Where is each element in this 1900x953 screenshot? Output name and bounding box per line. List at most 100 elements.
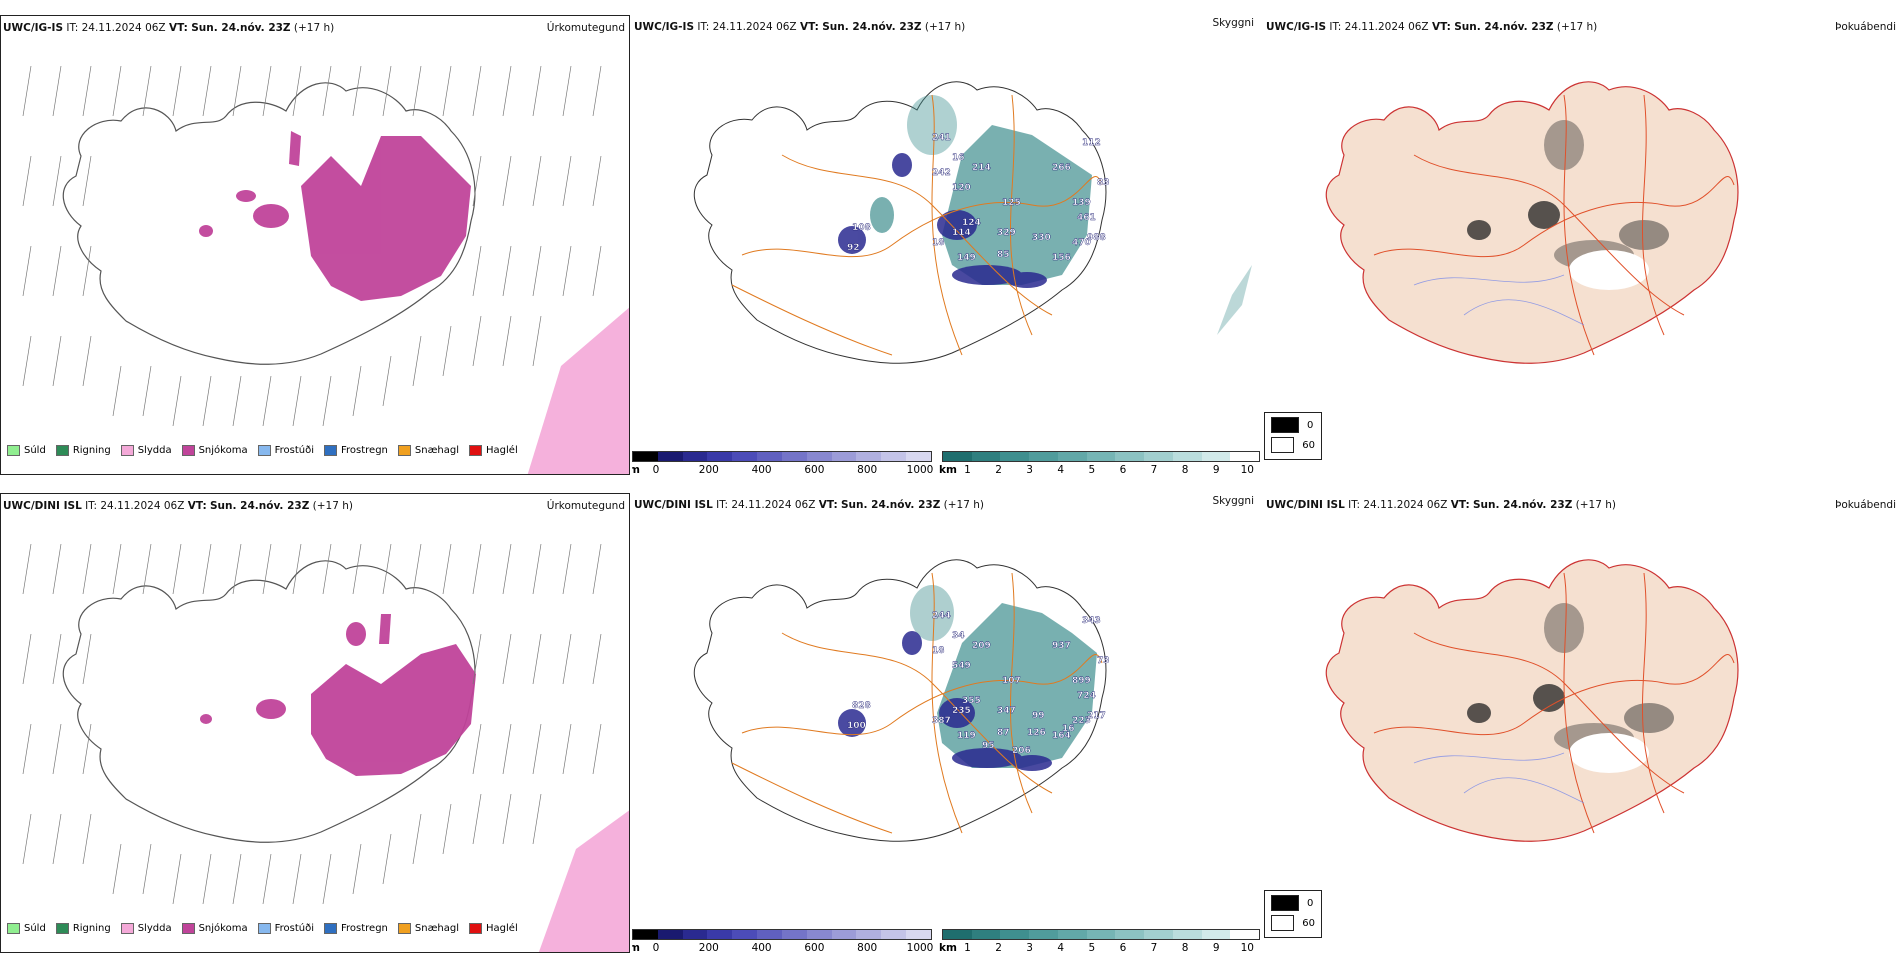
cloud-base-label: 242 <box>932 168 951 178</box>
vis-colorbar-ticks: km 1 2 3 4 5 6 7 8 9 10 <box>939 464 1254 475</box>
fog-swatch <box>1271 437 1295 453</box>
legend-item-slydda: Slydda <box>120 923 172 934</box>
panel-title: Þokuábendi <box>1835 21 1896 33</box>
panel-title: Skyggni <box>1212 495 1255 507</box>
precip-panel-row2: UWC/DINI ISL IT: 24.11.2024 06Z VT: Sun.… <box>0 493 630 953</box>
colorbar-swatch <box>1086 930 1116 939</box>
legend-swatch <box>257 445 271 456</box>
legend-swatch <box>397 923 411 934</box>
colorbar-tick-label: 600 <box>804 942 825 953</box>
colorbar-swatch <box>1000 452 1030 461</box>
colorbar-swatch <box>633 930 658 939</box>
colorbar-tick-label: 4 <box>1057 464 1065 475</box>
colorbar-tick-label: 0 <box>652 942 660 953</box>
colorbar-swatch <box>732 452 758 461</box>
cloud-base-label: 549 <box>952 661 971 671</box>
panel-title: Úrkomutegund <box>546 22 625 34</box>
legend-swatch <box>55 923 69 934</box>
cloud-base-label: 828 <box>852 701 871 711</box>
precip-legend: Súld Rigning Slydda Snjókoma Frostúði Fr… <box>7 445 518 456</box>
cloud-base-label: 266 <box>1052 163 1071 173</box>
colorbar-swatch <box>757 452 782 461</box>
colorbar-tick-label: 400 <box>751 942 772 953</box>
colorbar-swatch <box>633 452 658 461</box>
colorbar-swatch <box>1230 452 1260 461</box>
precip-panel-row1: UWC/IG-IS IT: 24.11.2024 06Z VT: Sun. 24… <box>0 15 630 475</box>
colorbar-tick-label: 10 <box>1240 942 1254 953</box>
cloud-base-label: 124 <box>962 218 981 228</box>
precip-legend: Súld Rigning Slydda Snjókoma Frostúði Fr… <box>7 923 518 934</box>
colorbar-swatch <box>1172 930 1202 939</box>
colorbar-tick-label: 5 <box>1088 942 1096 953</box>
colorbar-swatch <box>971 930 1001 939</box>
legend-item-snjokoma: Snjókoma <box>181 923 248 934</box>
legend-item-haglel: Haglél <box>469 923 518 934</box>
legend-swatch <box>181 923 195 934</box>
colorbar-tick-label: 1 <box>964 942 971 953</box>
colorbar-tick-label: 200 <box>698 464 719 475</box>
colorbar-tick-label: 600 <box>804 464 825 475</box>
cloud-base-label: 343 <box>1082 616 1101 626</box>
legend-swatch <box>469 923 483 934</box>
colorbar-tick-label: 8 <box>1181 464 1189 475</box>
cloud-base-label: 125 <box>1002 198 1021 208</box>
colorbar-swatch <box>1086 452 1116 461</box>
colorbar-tick-label: 8 <box>1181 942 1189 953</box>
cloud-base-label: 18 <box>932 238 945 248</box>
cloud-base-label: 87 <box>997 728 1010 738</box>
fog-panel-row1: UWC/IG-IS IT: 24.11.2024 06Z VT: Sun. 24… <box>1264 15 1900 475</box>
cloud-base-label: 114 <box>952 228 971 238</box>
colorbar-swatch <box>1000 930 1030 939</box>
panel-title: Skyggni <box>1212 17 1255 29</box>
legend-swatch <box>7 445 20 456</box>
cloud-base-label: 223 <box>1072 716 1091 726</box>
cloud-base-label: 470 <box>1072 238 1091 248</box>
colorbar-tick-label: 800 <box>857 464 878 475</box>
colorbar-tick-label: 3 <box>1026 464 1033 475</box>
legend-swatch <box>7 923 20 934</box>
panel-header: UWC/IG-IS IT: 24.11.2024 06Z VT: Sun. 24… <box>1266 21 1598 33</box>
cloud-base-label: 244 <box>932 611 951 621</box>
vis-colorbar-ticks: km 1 2 3 4 5 6 7 8 9 10 <box>939 942 1254 953</box>
fog-legend-item: 60 <box>1271 437 1315 453</box>
colorbar-swatch <box>906 930 931 939</box>
cloud-base-label: 119 <box>957 731 976 741</box>
panel-header: UWC/IG-IS IT: 24.11.2024 06Z VT: Sun. 24… <box>634 21 966 33</box>
vis-colorbar-swatches <box>942 929 1260 940</box>
height-colorbar: m 0 200 400 600 800 1000 <box>632 451 934 475</box>
legend-item-sudl: Súld <box>7 445 46 456</box>
colorbar-swatch <box>1115 930 1145 939</box>
cloud-base-label: 387 <box>932 716 951 726</box>
fog-panel-row2: UWC/DINI ISL IT: 24.11.2024 06Z VT: Sun.… <box>1264 493 1900 953</box>
colorbar-swatch <box>707 452 733 461</box>
cloud-base-label: 139 <box>1072 198 1091 208</box>
colorbar-swatch <box>806 452 832 461</box>
colorbar-swatch <box>657 452 683 461</box>
colorbar-swatch <box>1057 452 1087 461</box>
colorbar-swatch <box>856 930 882 939</box>
legend-item-snjokoma: Snjókoma <box>181 445 248 456</box>
legend-item-frostregn: Frostregn <box>324 445 388 456</box>
colorbar-swatch <box>971 452 1001 461</box>
panel-title: Þokuábendi <box>1835 499 1896 511</box>
height-colorbar-ticks: m 0 200 400 600 800 1000 <box>632 464 934 475</box>
height-colorbar: m 0 200 400 600 800 1000 <box>632 929 933 953</box>
panel-header: UWC/DINI ISL IT: 24.11.2024 06Z VT: Sun.… <box>1266 499 1617 511</box>
fog-legend-item: 0 <box>1271 895 1315 911</box>
colorbar-swatch <box>1115 452 1145 461</box>
cloud-base-label: 724 <box>1077 691 1096 701</box>
cloud-panel-row2: 244 34 209 18 549 107 937 343 73 899 724 828 355 235 3… <box>632 493 1262 953</box>
colorbar-swatch <box>1144 452 1173 461</box>
colorbar-swatch <box>1201 452 1231 461</box>
colorbar-tick-label: 9 <box>1212 464 1220 475</box>
colorbar-tick-label: 1000 <box>906 464 934 475</box>
colorbar-tick-label: 6 <box>1119 464 1127 475</box>
colorbar-tick-label: 6 <box>1119 942 1127 953</box>
fog-swatch <box>1271 417 1299 433</box>
legend-swatch <box>324 445 337 456</box>
cloud-base-label: 156 <box>1052 253 1071 263</box>
cloud-base-label: 126 <box>1027 728 1046 738</box>
legend-swatch <box>324 923 337 934</box>
colorbar-swatch <box>1029 452 1058 461</box>
